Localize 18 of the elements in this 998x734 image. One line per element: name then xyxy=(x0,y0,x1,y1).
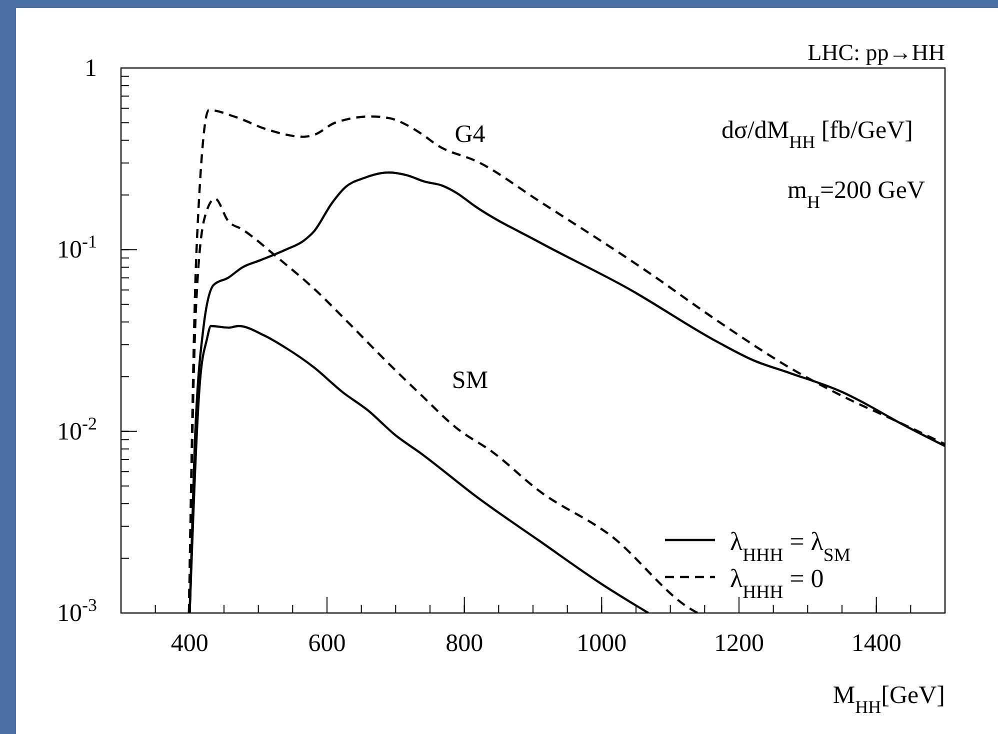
legend-label: λ$_{HHH}$ = 0 xyxy=(730,564,824,602)
annotation: SM xyxy=(452,367,488,394)
y-tick-label: 1 xyxy=(84,55,97,82)
x-tick-label: 800 xyxy=(446,630,484,657)
y-tick-label: 10$^{-1}$ xyxy=(57,232,97,264)
x-tick-label: 600 xyxy=(308,630,346,657)
x-tick-label: 1200 xyxy=(714,630,764,657)
x-axis-title: M$_{HH}$[GeV] xyxy=(832,682,945,717)
y-tick-label: 10$^{-2}$ xyxy=(57,413,97,446)
x-tick-label: 1400 xyxy=(851,630,902,657)
x-tick-label: 400 xyxy=(170,630,208,657)
chart-title: LHC: pp→HH xyxy=(808,40,945,65)
x-tick-label: 1000 xyxy=(576,630,627,657)
annotation: m$_{H}$=200 GeV xyxy=(787,177,925,212)
y-axis-title: dσ/dM$_{HH}$ [fb/GeV] xyxy=(721,117,913,152)
y-tick-label: 10$^{-3}$ xyxy=(57,595,97,627)
legend-label: λ$_{HHH}$ = λ$_{SM}$ xyxy=(730,527,851,566)
annotation: G4 xyxy=(454,121,486,148)
